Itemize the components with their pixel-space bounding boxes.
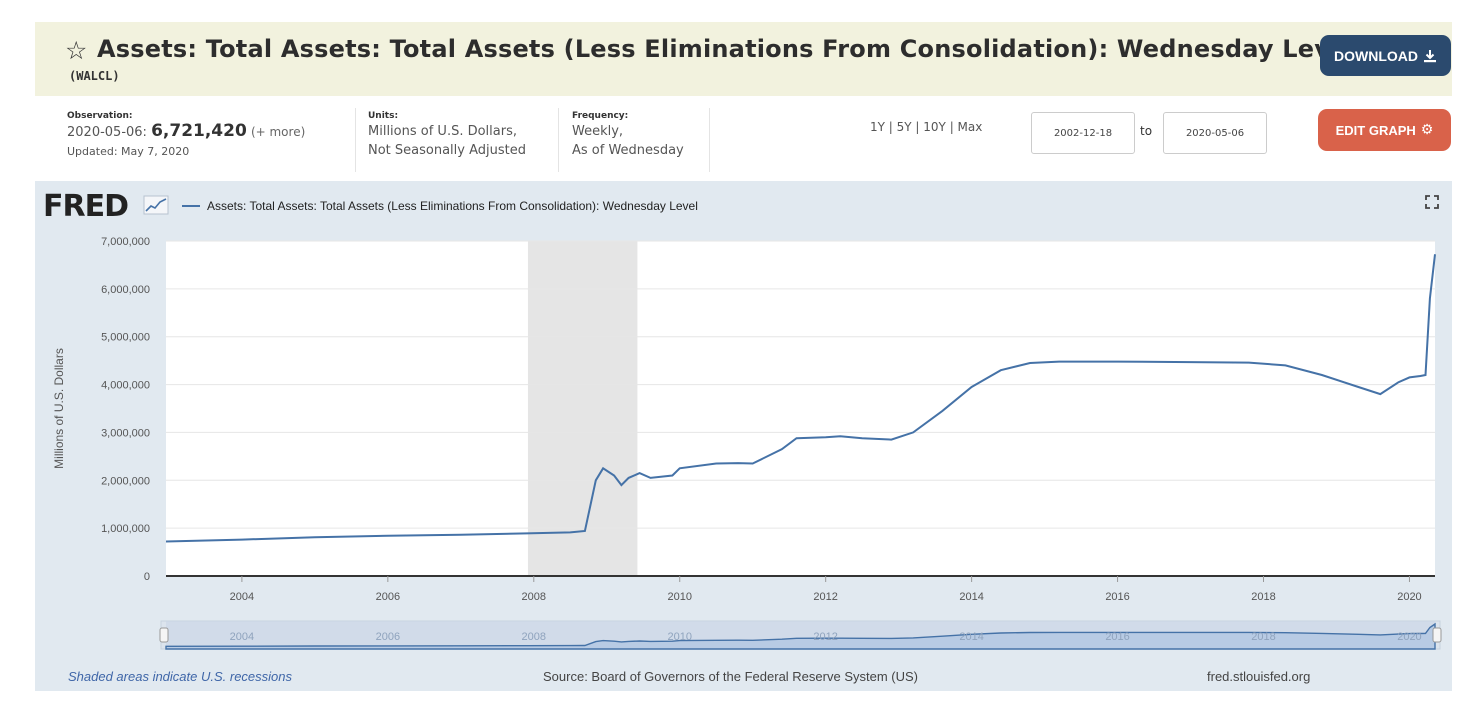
navigator-tick-label: 2016	[1105, 631, 1129, 643]
updated-date: Updated: May 7, 2020	[67, 145, 190, 158]
units-block: Units: Millions of U.S. Dollars, Not Sea…	[368, 110, 526, 160]
x-tick-label: 2008	[522, 591, 546, 603]
chart-legend: Assets: Total Assets: Total Assets (Less…	[182, 199, 698, 213]
navigator-tick-label: 2018	[1251, 631, 1275, 643]
navigator-tick-label: 2010	[667, 631, 691, 643]
date-to-label: to	[1140, 124, 1153, 138]
y-tick-label: 3,000,000	[101, 427, 150, 439]
observation-block: Observation: 2020-05-06: 6,721,420 (+ mo…	[67, 110, 305, 161]
frequency-label: Frequency:	[572, 111, 629, 121]
navigator-tick-label: 2020	[1397, 631, 1421, 643]
observation-date: 2020-05-06:	[67, 125, 147, 140]
x-tick-label: 2016	[1105, 591, 1129, 603]
observation-value: 6,721,420	[151, 121, 247, 141]
frequency-block: Frequency: Weekly, As of Wednesday	[572, 110, 684, 160]
recession-note: Shaded areas indicate U.S. recessions	[68, 669, 293, 684]
units-line2: Not Seasonally Adjusted	[368, 143, 526, 158]
series-meta: Observation: 2020-05-06: 6,721,420 (+ mo…	[35, 104, 1452, 178]
navigator-tick-label: 2004	[230, 631, 254, 643]
x-tick-label: 2006	[376, 591, 400, 603]
x-tick-label: 2010	[667, 591, 691, 603]
y-tick-label: 0	[144, 571, 150, 583]
y-tick-label: 2,000,000	[101, 475, 150, 487]
download-button[interactable]: DOWNLOAD	[1320, 35, 1451, 76]
plot-area	[166, 241, 1435, 576]
x-tick-label: 2012	[813, 591, 837, 603]
recession-band	[527, 241, 638, 576]
more-link[interactable]: (+ more)	[250, 125, 306, 139]
meta-divider	[355, 108, 356, 172]
x-tick-label: 2018	[1251, 591, 1275, 603]
navigator-tick-label: 2012	[813, 631, 837, 643]
navigator-tick-label: 2008	[522, 631, 546, 643]
line-chart: 0 1,000,000 2,000,000 3,000,000 4,000,000 5,0…	[52, 236, 1442, 650]
meta-divider	[558, 108, 559, 172]
download-label: DOWNLOAD	[1334, 47, 1418, 64]
x-tick-label: 2020	[1397, 591, 1421, 603]
source-note: Source: Board of Governors of the Federa…	[543, 669, 918, 684]
fred-logo: FRED	[43, 189, 129, 224]
fred-logo-chart-icon	[143, 195, 169, 215]
range-selector[interactable]: 1Y | 5Y | 10Y | Max	[870, 120, 983, 134]
series-id: (WALCL)	[69, 69, 120, 83]
y-tick-label: 5,000,000	[101, 332, 150, 344]
x-tick-label: 2014	[959, 591, 983, 603]
observation-label: Observation:	[67, 111, 133, 121]
series-header: ☆ Assets: Total Assets: Total Assets (Le…	[35, 22, 1452, 96]
navigator-handle-right[interactable]	[1432, 627, 1442, 643]
y-tick-label: 4,000,000	[101, 380, 150, 392]
meta-divider	[709, 108, 710, 172]
date-from-input[interactable]: 2002-12-18	[1031, 112, 1135, 154]
gear-icon: ⚙	[1420, 122, 1434, 138]
fullscreen-icon[interactable]	[1425, 195, 1439, 209]
legend-swatch	[182, 205, 200, 207]
navigator-tick-label: 2014	[959, 631, 983, 643]
navigator-tick-label: 2006	[376, 631, 400, 643]
frequency-line1: Weekly,	[572, 124, 624, 139]
x-tick-label: 2004	[230, 591, 254, 603]
download-icon	[1424, 49, 1436, 62]
y-tick-label: 6,000,000	[101, 284, 150, 296]
edit-graph-label: EDIT GRAPH	[1335, 122, 1416, 138]
chart-panel: FRED Assets: Total Assets: Total Assets …	[35, 181, 1452, 691]
site-link[interactable]: fred.stlouisfed.org	[1207, 669, 1311, 684]
units-label: Units:	[368, 111, 399, 121]
series-line	[165, 254, 1436, 543]
y-tick-label: 7,000,000	[101, 236, 150, 248]
frequency-line2: As of Wednesday	[572, 143, 684, 158]
units-line1: Millions of U.S. Dollars,	[368, 124, 517, 139]
navigator-series	[165, 622, 1436, 650]
legend-label: Assets: Total Assets: Total Assets (Less…	[207, 199, 698, 213]
star-outline-icon[interactable]: ☆	[65, 36, 88, 65]
date-to-input[interactable]: 2020-05-06	[1163, 112, 1267, 154]
edit-graph-button[interactable]: EDIT GRAPH ⚙	[1318, 109, 1451, 151]
series-title: Assets: Total Assets: Total Assets (Less…	[97, 35, 1355, 63]
y-axis-label: Millions of U.S. Dollars	[52, 348, 66, 469]
y-tick-label: 1,000,000	[101, 523, 150, 535]
navigator-handle-left[interactable]	[159, 627, 169, 643]
